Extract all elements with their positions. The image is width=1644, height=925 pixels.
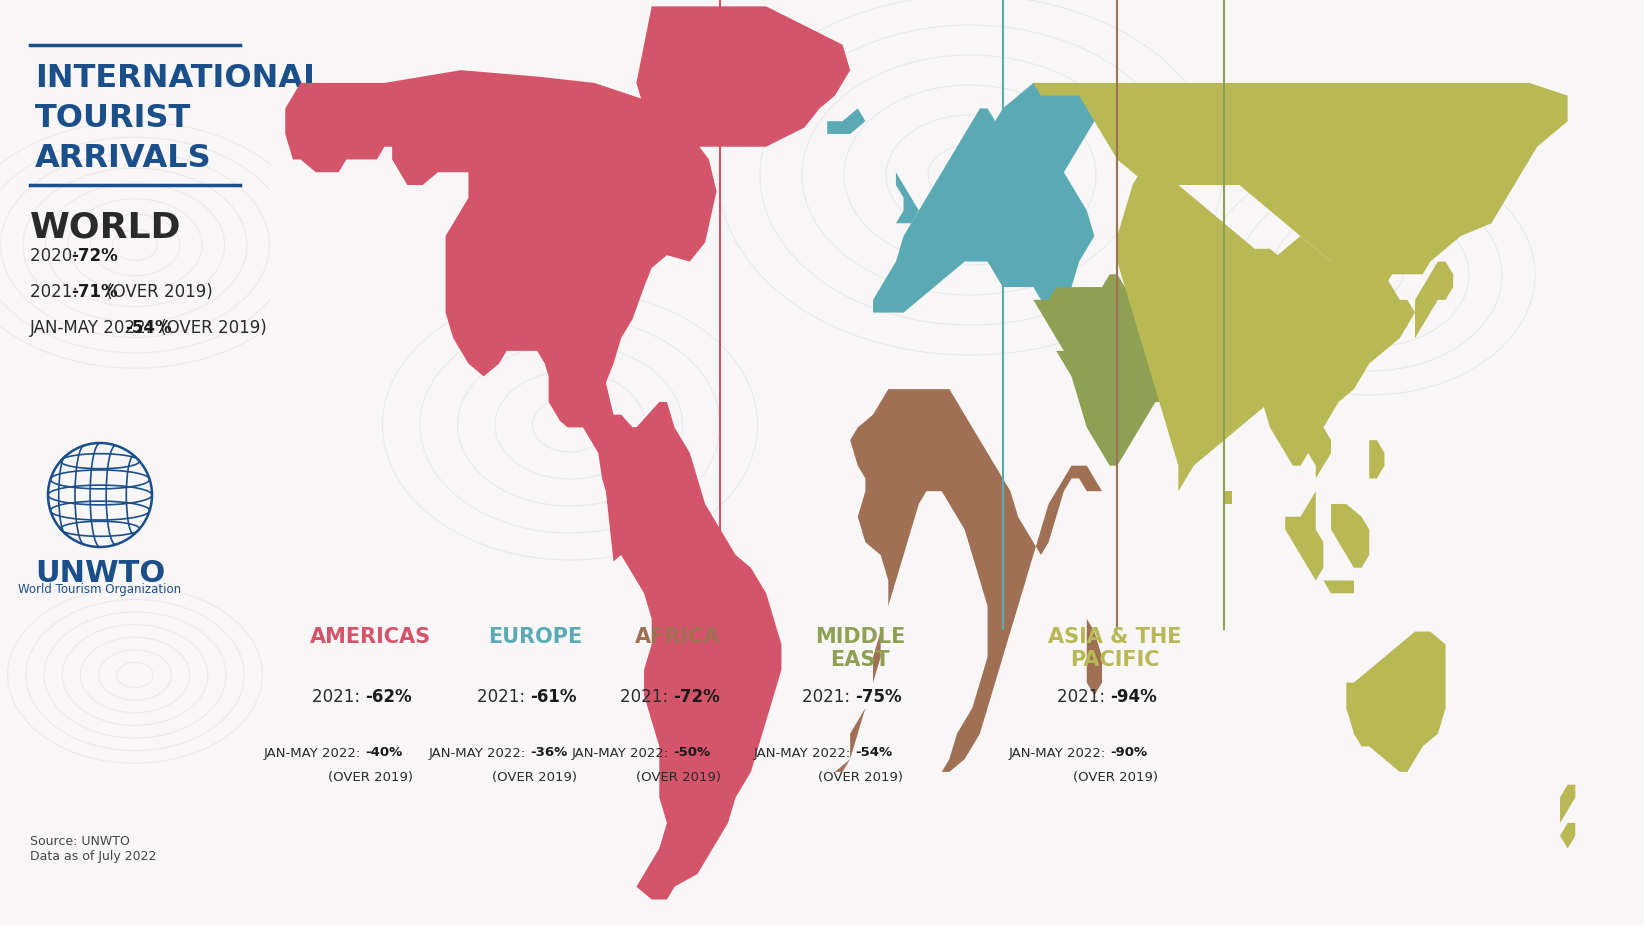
Polygon shape bbox=[1087, 619, 1101, 696]
Text: -50%: -50% bbox=[672, 746, 710, 759]
Text: JAN-MAY 2022:: JAN-MAY 2022: bbox=[263, 746, 365, 759]
Polygon shape bbox=[873, 83, 1095, 313]
Text: -72%: -72% bbox=[672, 688, 720, 706]
Text: -71%: -71% bbox=[71, 283, 117, 301]
Polygon shape bbox=[613, 491, 781, 899]
Text: AMERICAS: AMERICAS bbox=[309, 627, 431, 647]
Polygon shape bbox=[896, 172, 919, 223]
Text: (OVER 2019): (OVER 2019) bbox=[155, 319, 266, 337]
Polygon shape bbox=[1323, 581, 1355, 593]
Polygon shape bbox=[636, 6, 850, 147]
Polygon shape bbox=[1018, 275, 1179, 427]
Text: -54%: -54% bbox=[855, 746, 893, 759]
Polygon shape bbox=[590, 414, 690, 465]
Text: -61%: -61% bbox=[529, 688, 577, 706]
Text: INTERNATIONAL: INTERNATIONAL bbox=[35, 63, 324, 94]
Text: -36%: -36% bbox=[529, 746, 567, 759]
Text: (OVER 2019): (OVER 2019) bbox=[493, 771, 577, 783]
Text: (OVER 2019): (OVER 2019) bbox=[100, 283, 212, 301]
Text: MIDDLE
EAST: MIDDLE EAST bbox=[815, 627, 906, 671]
Polygon shape bbox=[1332, 504, 1369, 568]
Text: ARRIVALS: ARRIVALS bbox=[35, 143, 212, 174]
Text: World Tourism Organization: World Tourism Organization bbox=[18, 583, 181, 596]
Text: -90%: -90% bbox=[1110, 746, 1148, 759]
Text: JAN-MAY 2022:: JAN-MAY 2022: bbox=[572, 746, 672, 759]
Polygon shape bbox=[1346, 632, 1445, 771]
Polygon shape bbox=[1055, 313, 1171, 465]
Polygon shape bbox=[1286, 517, 1323, 581]
Polygon shape bbox=[1415, 262, 1453, 339]
Text: 2021:: 2021: bbox=[477, 688, 529, 706]
Polygon shape bbox=[278, 70, 720, 561]
Polygon shape bbox=[835, 389, 1101, 771]
Text: 2021:: 2021: bbox=[312, 688, 365, 706]
Polygon shape bbox=[1225, 236, 1407, 465]
Polygon shape bbox=[1034, 83, 1568, 300]
Text: JAN-MAY 2022:: JAN-MAY 2022: bbox=[1008, 746, 1110, 759]
Polygon shape bbox=[1292, 427, 1332, 542]
Text: -75%: -75% bbox=[855, 688, 901, 706]
Text: TOURIST: TOURIST bbox=[35, 103, 191, 134]
Text: (OVER 2019): (OVER 2019) bbox=[817, 771, 903, 783]
Polygon shape bbox=[1392, 300, 1415, 326]
Polygon shape bbox=[1118, 172, 1332, 491]
Text: ASIA & THE
PACIFIC: ASIA & THE PACIFIC bbox=[1049, 627, 1182, 671]
Text: WORLD: WORLD bbox=[30, 210, 181, 244]
Text: Source: UNWTO
Data as of July 2022: Source: UNWTO Data as of July 2022 bbox=[30, 835, 156, 863]
Text: 2020:: 2020: bbox=[30, 247, 84, 265]
Polygon shape bbox=[1560, 784, 1575, 823]
Text: EUROPE: EUROPE bbox=[488, 627, 582, 647]
Text: 2021:: 2021: bbox=[30, 283, 84, 301]
Text: (OVER 2019): (OVER 2019) bbox=[1072, 771, 1157, 783]
Polygon shape bbox=[1369, 440, 1384, 478]
Text: -40%: -40% bbox=[365, 746, 403, 759]
Text: 2021:: 2021: bbox=[1057, 688, 1110, 706]
Text: (OVER 2019): (OVER 2019) bbox=[327, 771, 413, 783]
Polygon shape bbox=[827, 108, 865, 134]
Polygon shape bbox=[1225, 491, 1231, 504]
Text: -72%: -72% bbox=[71, 247, 118, 265]
Text: -62%: -62% bbox=[365, 688, 411, 706]
Text: (OVER 2019): (OVER 2019) bbox=[636, 771, 720, 783]
Polygon shape bbox=[1560, 823, 1575, 848]
Text: -94%: -94% bbox=[1110, 688, 1157, 706]
Text: 2021:: 2021: bbox=[802, 688, 855, 706]
Text: UNWTO: UNWTO bbox=[35, 559, 164, 588]
Text: JAN-MAY 2022:: JAN-MAY 2022: bbox=[30, 319, 158, 337]
Text: -54%: -54% bbox=[125, 319, 173, 337]
Text: JAN-MAY 2022:: JAN-MAY 2022: bbox=[429, 746, 529, 759]
Text: JAN-MAY 2022:: JAN-MAY 2022: bbox=[753, 746, 855, 759]
Text: 2021:: 2021: bbox=[620, 688, 672, 706]
Text: AFRICA: AFRICA bbox=[635, 627, 720, 647]
